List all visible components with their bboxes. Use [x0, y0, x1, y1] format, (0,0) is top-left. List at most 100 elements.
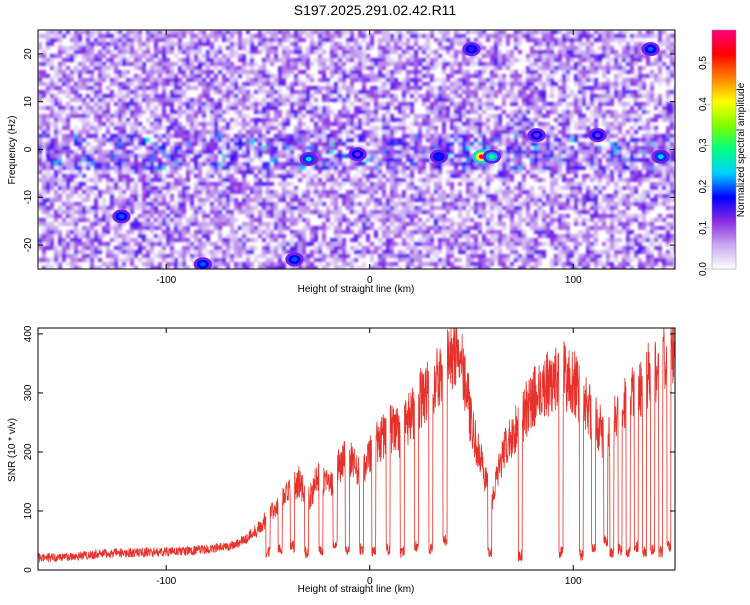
heatmap-cell	[114, 154, 118, 158]
heatmap-cell	[610, 110, 614, 114]
heatmap-cell	[178, 134, 182, 138]
heatmap-cell	[338, 78, 342, 82]
heatmap-cell	[154, 38, 158, 42]
heatmap-cell	[54, 54, 58, 58]
heatmap-cell	[278, 150, 282, 154]
heatmap-cell	[606, 110, 610, 114]
heatmap-cell	[86, 142, 90, 146]
heatmap-cell	[174, 126, 178, 130]
heatmap-cell	[278, 70, 282, 74]
heatmap-cell	[298, 142, 302, 146]
heatmap-cell	[102, 46, 106, 50]
heatmap-cell	[582, 114, 586, 118]
heatmap-cell	[186, 118, 190, 122]
heatmap-cell	[614, 66, 618, 70]
heatmap-cell	[66, 158, 70, 162]
heatmap-cell	[454, 78, 458, 82]
heatmap-cell	[222, 146, 226, 150]
heatmap-cell	[462, 58, 466, 62]
heatmap-cell	[610, 66, 614, 70]
heatmap-cell	[130, 134, 134, 138]
heatmap-cell	[398, 158, 402, 162]
heatmap-cell	[526, 78, 530, 82]
heatmap-cell	[222, 94, 226, 98]
heatmap-cell	[506, 146, 510, 150]
heatmap-cell	[306, 34, 310, 38]
heatmap-cell	[402, 174, 406, 178]
heatmap-cell	[382, 190, 386, 194]
heatmap-cell	[614, 154, 618, 158]
heatmap-cell	[454, 94, 458, 98]
heatmap-cell	[38, 94, 42, 98]
heatmap-cell	[558, 162, 562, 166]
heatmap-cell	[598, 150, 602, 154]
heatmap-cell	[374, 98, 378, 102]
heatmap-cell	[346, 170, 350, 174]
heatmap-cell	[162, 178, 166, 182]
heatmap-cell	[150, 178, 154, 182]
heatmap-cell	[558, 78, 562, 82]
heatmap-cell	[246, 74, 250, 78]
heatmap-cell	[622, 122, 626, 126]
heatmap-cell	[318, 130, 322, 134]
heatmap-cell	[438, 178, 442, 182]
heatmap-cell	[114, 54, 118, 58]
heatmap-cell	[450, 102, 454, 106]
heatmap-cell	[494, 114, 498, 118]
heatmap-cell	[566, 170, 570, 174]
heatmap-cell	[594, 178, 598, 182]
heatmap-cell	[470, 122, 474, 126]
heatmap-cell	[590, 98, 594, 102]
heatmap-cell	[322, 74, 326, 78]
heatmap-cell	[290, 138, 294, 142]
heatmap-cell	[334, 154, 338, 158]
heatmap-cell	[42, 174, 46, 178]
heatmap-cell	[62, 78, 66, 82]
heatmap-cell	[618, 166, 622, 170]
heatmap-cell	[98, 30, 102, 34]
heatmap-cell	[150, 126, 154, 130]
heatmap-cell	[262, 86, 266, 90]
heatmap-cell	[638, 106, 642, 110]
heatmap-cell	[578, 106, 582, 110]
heatmap-cell	[66, 194, 70, 198]
heatmap-cell	[374, 58, 378, 62]
heatmap-cell	[50, 58, 54, 62]
heatmap-cell	[326, 134, 330, 138]
heatmap-cell	[586, 146, 590, 150]
heatmap-cell	[50, 198, 54, 202]
heatmap-cell	[142, 170, 146, 174]
heatmap-cell	[490, 78, 494, 82]
heatmap-cell	[338, 42, 342, 46]
heatmap-cell	[346, 178, 350, 182]
heatmap-cell	[390, 138, 394, 142]
heatmap-cell	[390, 126, 394, 130]
heatmap-cell	[426, 178, 430, 182]
heatmap-cell	[226, 194, 230, 198]
heatmap-cell	[634, 74, 638, 78]
heatmap-cell	[154, 70, 158, 74]
heatmap-cell	[202, 122, 206, 126]
heatmap-cell	[366, 46, 370, 50]
heatmap-cell	[522, 114, 526, 118]
heatmap-cell	[534, 158, 538, 162]
heatmap-cell	[662, 78, 666, 82]
heatmap-cell	[526, 118, 530, 122]
heatmap-cell	[342, 102, 346, 106]
heatmap-cell	[518, 114, 522, 118]
heatmap-cell	[198, 82, 202, 86]
heatmap-cell	[318, 190, 322, 194]
heatmap-cell	[490, 62, 494, 66]
heatmap-cell	[434, 166, 438, 170]
heatmap-cell	[618, 54, 622, 58]
heatmap-cell	[190, 86, 194, 90]
heatmap-cell	[158, 190, 162, 194]
heatmap-cell	[666, 178, 670, 182]
heatmap-cell	[570, 58, 574, 62]
heatmap-cell	[362, 30, 366, 34]
heatmap-cell	[598, 66, 602, 70]
heatmap-cell	[178, 102, 182, 106]
heatmap-cell	[222, 74, 226, 78]
heatmap-cell	[426, 174, 430, 178]
heatmap-cell	[558, 98, 562, 102]
